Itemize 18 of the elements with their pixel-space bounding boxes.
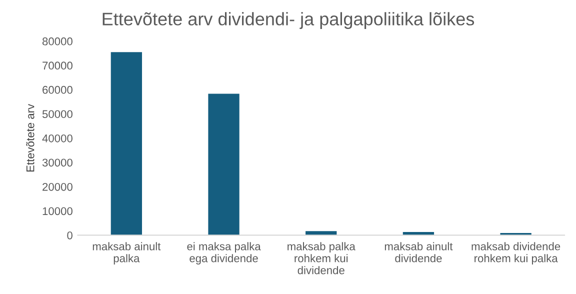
x-tick-label: maksab ainult palka: [92, 242, 161, 264]
bar: [110, 52, 142, 236]
x-tick-label: ei maksa palka ega dividende: [187, 242, 261, 264]
x-tick-label: maksab palka rohkem kui dividende: [288, 242, 356, 274]
x-tick-label: maksab dividende rohkem kui palka: [472, 242, 560, 264]
y-tick-label: 80000: [42, 37, 72, 46]
bar: [208, 94, 240, 236]
chart-title: Ettevõtete arv dividendi- ja palgapoliitika lõikes: [102, 12, 474, 29]
y-tick-label: 10000: [42, 207, 72, 216]
y-tick-label: 40000: [42, 134, 72, 142]
y-tick-label: 20000: [42, 182, 72, 191]
y-tick-label: 50000: [42, 110, 72, 118]
y-axis-title: Ettevõtete arv: [26, 104, 34, 172]
y-tick-label: 30000: [42, 158, 72, 167]
y-tick-label: 0: [67, 231, 72, 240]
x-tick-label: maksab ainult dividende: [384, 242, 453, 262]
y-tick-label: 70000: [42, 62, 72, 70]
y-tick-label: 60000: [42, 86, 72, 94]
